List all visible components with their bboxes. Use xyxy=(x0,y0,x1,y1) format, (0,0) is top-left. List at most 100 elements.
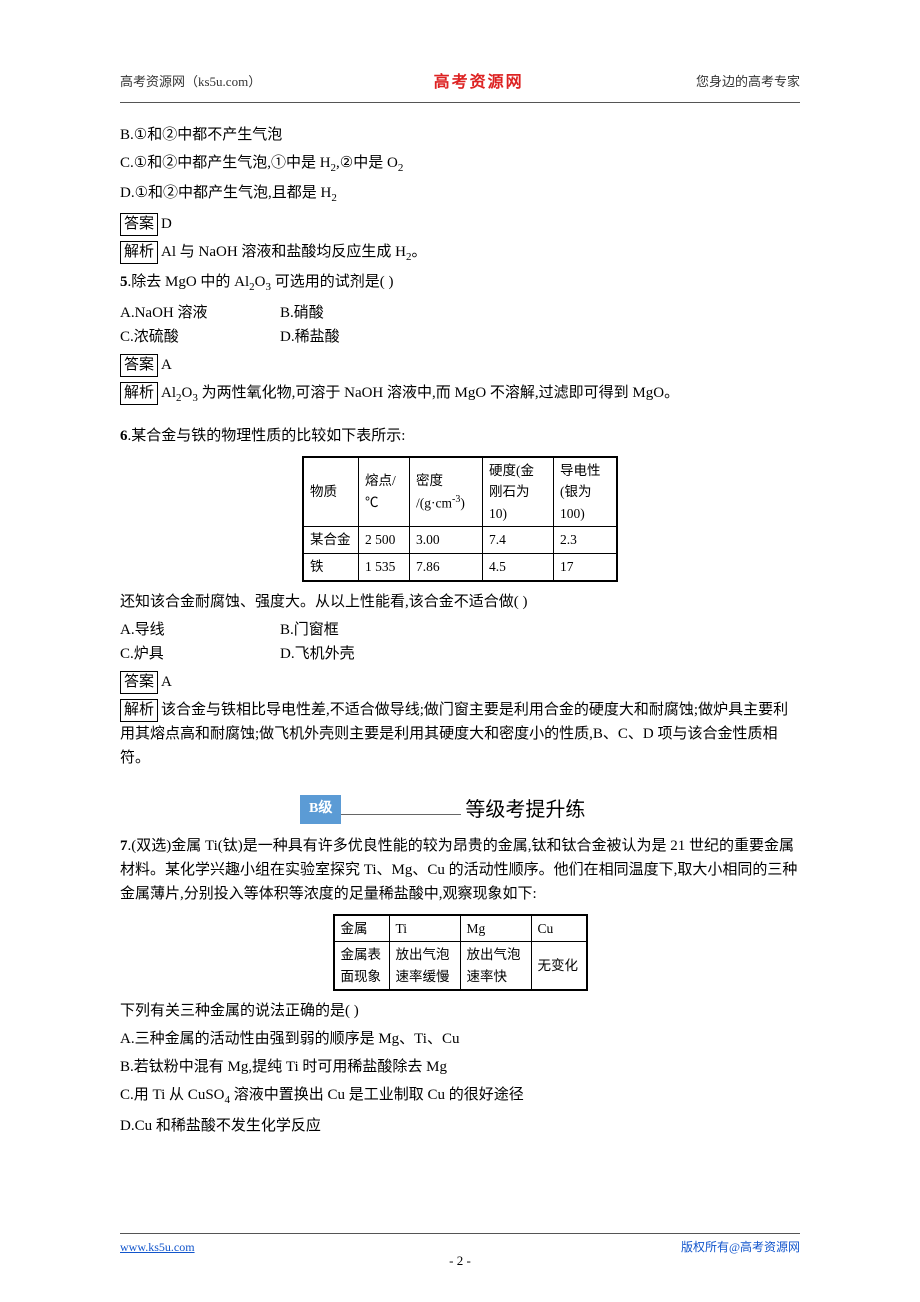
q5-stem: 5.除去 MgO 中的 Al2O3 可选用的试剂是( ) xyxy=(120,270,800,297)
document-page: 高考资源网（ks5u.com） 高考资源网 您身边的高考专家 B.①和②中都不产… xyxy=(0,0,920,1302)
q6-option-d: D.飞机外壳 xyxy=(280,642,440,666)
q5-option-a: A.NaOH 溶液 xyxy=(120,301,280,325)
q5-exp-post: 为两性氧化物,可溶于 NaOH 溶液中,而 MgO 不溶解,过滤即可得到 MgO… xyxy=(198,385,679,401)
q7-stem-text: .(双选)金属 Ti(钛)是一种具有许多优良性能的较为昂贵的金属,钛和钛合金被认… xyxy=(120,838,797,902)
q6-explanation: 解析该合金与铁相比导电性差,不适合做导线;做门窗主要是利用合金的硬度大和耐腐蚀;… xyxy=(120,698,800,770)
q4-option-b: B.①和②中都不产生气泡 xyxy=(120,123,800,147)
th-mg: Mg xyxy=(460,915,531,942)
header-left: 高考资源网（ks5u.com） xyxy=(120,72,261,93)
q6-exp-text: 该合金与铁相比导电性差,不适合做导线;做门窗主要是利用合金的硬度大和耐腐蚀;做炉… xyxy=(120,702,788,766)
cell: 17 xyxy=(554,553,618,580)
q7-option-a: A.三种金属的活动性由强到弱的顺序是 Mg、Ti、Cu xyxy=(120,1027,800,1051)
q7-option-c: C.用 Ti 从 CuSO4 溶液中置换出 Cu 是工业制取 Cu 的很好途径 xyxy=(120,1083,800,1110)
th-density: 密度 /(g·cm-3) xyxy=(410,457,483,527)
q4-optc-mid: ,②中是 O xyxy=(336,155,398,171)
q4-optc-pre: C.①和②中都产生气泡,①中是 H xyxy=(120,155,331,171)
cell-mg: 放出气泡速率快 xyxy=(460,942,531,991)
q6-stem: 6.某合金与铁的物理性质的比较如下表所示: xyxy=(120,424,800,448)
density-l1: 密度 xyxy=(416,473,443,488)
q6-option-a: A.导线 xyxy=(120,618,280,642)
q7-optc-pre: C.用 Ti 从 CuSO xyxy=(120,1087,225,1103)
q5-option-d: D.稀盐酸 xyxy=(280,325,440,349)
subscript-2: 2 xyxy=(331,192,337,204)
cell-ti: 放出气泡速率缓慢 xyxy=(389,942,460,991)
table-row: 铁 1 535 7.86 4.5 17 xyxy=(303,553,617,580)
q5-answer-value: A xyxy=(161,357,172,373)
q4-option-c: C.①和②中都产生气泡,①中是 H2,②中是 O2 xyxy=(120,151,800,178)
q7-num: 7 xyxy=(120,838,128,854)
explanation-label-box: 解析 xyxy=(120,241,158,264)
q6-options-row1: A.导线 B.门窗框 xyxy=(120,618,800,642)
q5-stem-post: 可选用的试剂是( ) xyxy=(271,274,394,290)
header-center-logo: 高考资源网 xyxy=(434,70,524,96)
q5-option-c: C.浓硫酸 xyxy=(120,325,280,349)
q6-answer: 答案A xyxy=(120,670,800,694)
cell-iron: 铁 xyxy=(303,553,359,580)
level-divider: B级 等级考提升练 xyxy=(300,794,800,826)
th-substance: 物质 xyxy=(303,457,359,527)
divider-line xyxy=(341,814,461,815)
explanation-label-box: 解析 xyxy=(120,699,158,722)
table-row: 物质 熔点/℃ 密度 /(g·cm-3) 硬度(金刚石为 10) 导电性(银为1… xyxy=(303,457,617,527)
q5-stem-mid: O xyxy=(255,274,266,290)
q7-stem: 7.(双选)金属 Ti(钛)是一种具有许多优良性能的较为昂贵的金属,钛和钛合金被… xyxy=(120,834,800,906)
q6-num: 6 xyxy=(120,428,128,444)
table-row: 金属 Ti Mg Cu xyxy=(334,915,587,942)
q7-optc-post: 溶液中置换出 Cu 是工业制取 Cu 的很好途径 xyxy=(230,1087,524,1103)
page-header: 高考资源网（ks5u.com） 高考资源网 您身边的高考专家 xyxy=(120,70,800,103)
th-hardness: 硬度(金刚石为 10) xyxy=(483,457,554,527)
cell: 2.3 xyxy=(554,527,618,554)
table-row: 金属表面现象 放出气泡速率缓慢 放出气泡速率快 无变化 xyxy=(334,942,587,991)
answer-label-box: 答案 xyxy=(120,671,158,694)
th-cu: Cu xyxy=(531,915,587,942)
q6-answer-value: A xyxy=(161,674,172,690)
q6-property-table: 物质 熔点/℃ 密度 /(g·cm-3) 硬度(金刚石为 10) 导电性(银为1… xyxy=(302,456,618,582)
q6-after: 还知该合金耐腐蚀、强度大。从以上性能看,该合金不适合做( ) xyxy=(120,590,800,614)
q6-option-b: B.门窗框 xyxy=(280,618,440,642)
content-body: B.①和②中都不产生气泡 C.①和②中都产生气泡,①中是 H2,②中是 O2 D… xyxy=(120,123,800,1138)
q7-option-d: D.Cu 和稀盐酸不发生化学反应 xyxy=(120,1114,800,1138)
cell: 2 500 xyxy=(359,527,410,554)
q5-exp-mid: O xyxy=(182,385,193,401)
cell: 3.00 xyxy=(410,527,483,554)
level-tag: B级 xyxy=(300,795,341,823)
density-l2: /(g·cm xyxy=(416,495,452,510)
q7-option-b: B.若钛粉中混有 Mg,提纯 Ti 时可用稀盐酸除去 Mg xyxy=(120,1055,800,1079)
q6-stem-text: .某合金与铁的物理性质的比较如下表所示: xyxy=(128,428,406,444)
q6-option-c: C.炉具 xyxy=(120,642,280,666)
q4-answer: 答案D xyxy=(120,212,800,236)
cell: 7.4 xyxy=(483,527,554,554)
q4-exp-pre: Al 与 NaOH 溶液和盐酸均反应生成 H xyxy=(161,244,406,260)
q5-explanation: 解析Al2O3 为两性氧化物,可溶于 NaOH 溶液中,而 MgO 不溶解,过滤… xyxy=(120,381,800,408)
q5-options-row1: A.NaOH 溶液 B.硝酸 xyxy=(120,301,800,325)
cell: 4.5 xyxy=(483,553,554,580)
th-melting: 熔点/℃ xyxy=(359,457,410,527)
cell-alloy: 某合金 xyxy=(303,527,359,554)
answer-label-box: 答案 xyxy=(120,213,158,236)
header-right: 您身边的高考专家 xyxy=(696,72,800,93)
q5-stem-pre: .除去 MgO 中的 Al xyxy=(128,274,250,290)
q7-observation-table: 金属 Ti Mg Cu 金属表面现象 放出气泡速率缓慢 放出气泡速率快 无变化 xyxy=(333,914,588,992)
answer-label-box: 答案 xyxy=(120,354,158,377)
density-l3: ) xyxy=(460,495,465,510)
th-ti: Ti xyxy=(389,915,460,942)
q4-optd-pre: D.①和②中都产生气泡,且都是 H xyxy=(120,185,331,201)
q5-options-row2: C.浓硫酸 D.稀盐酸 xyxy=(120,325,800,349)
th-conductivity: 导电性(银为100) xyxy=(554,457,618,527)
q5-exp-pre: Al xyxy=(161,385,176,401)
cell-cu: 无变化 xyxy=(531,942,587,991)
q7-after: 下列有关三种金属的说法正确的是( ) xyxy=(120,999,800,1023)
q5-option-b: B.硝酸 xyxy=(280,301,440,325)
level-text: 等级考提升练 xyxy=(465,794,585,826)
rh-phenomenon: 金属表面现象 xyxy=(334,942,390,991)
q4-option-d: D.①和②中都产生气泡,且都是 H2 xyxy=(120,181,800,208)
q4-explanation: 解析Al 与 NaOH 溶液和盐酸均反应生成 H2。 xyxy=(120,240,800,267)
q5-num: 5 xyxy=(120,274,128,290)
q5-answer: 答案A xyxy=(120,353,800,377)
cell: 7.86 xyxy=(410,553,483,580)
cell: 1 535 xyxy=(359,553,410,580)
subscript-2: 2 xyxy=(398,162,404,174)
q4-answer-value: D xyxy=(161,216,172,232)
page-number: - 2 - xyxy=(0,1251,920,1272)
q4-exp-post: 。 xyxy=(412,244,427,260)
